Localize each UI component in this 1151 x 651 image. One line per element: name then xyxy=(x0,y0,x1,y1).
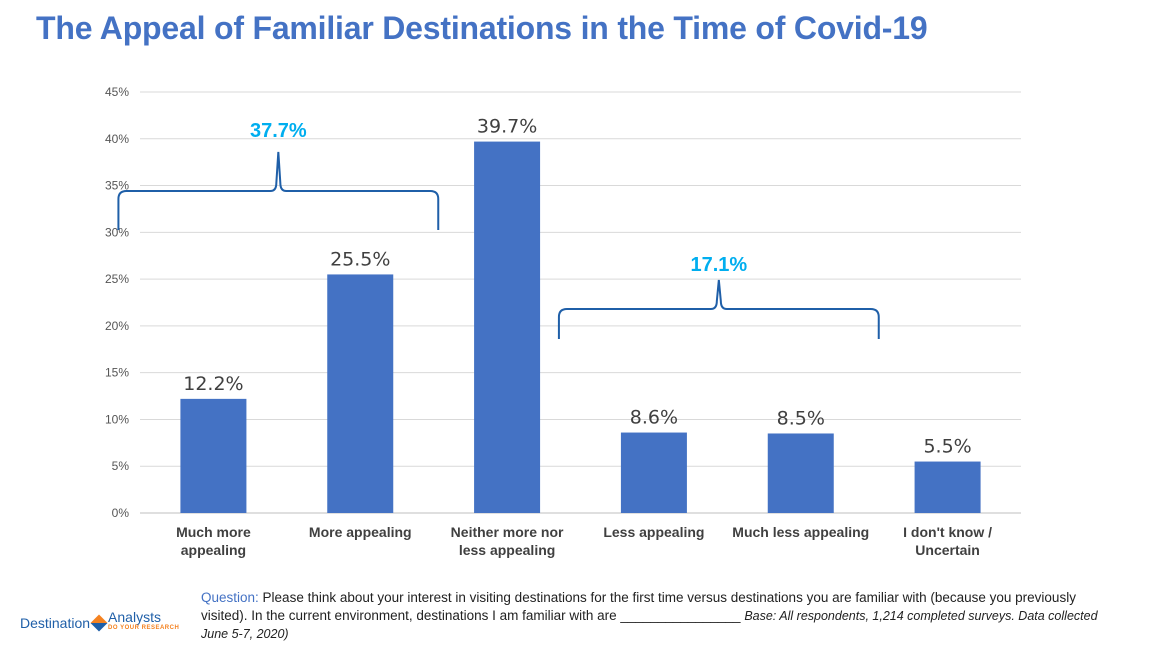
group-total-label: 17.1% xyxy=(690,254,747,276)
group-total-label: 37.7% xyxy=(250,120,307,142)
category-label: appealing xyxy=(181,542,246,558)
data-label: 25.5% xyxy=(330,248,390,270)
question-label: Question: xyxy=(201,590,259,605)
logo-word-left: Destination xyxy=(20,615,91,631)
group-brace xyxy=(557,279,880,339)
question-text: Please think about your interest in visi… xyxy=(201,590,1076,623)
bar xyxy=(767,433,834,513)
destination-analysts-logo: Destination Analysts DO YOUR RESEARCH xyxy=(20,609,180,634)
logo-diamond-icon xyxy=(90,614,108,632)
y-tick-label: 30% xyxy=(105,225,129,239)
category-label: Much less appealing xyxy=(732,524,869,540)
bar xyxy=(914,461,981,513)
bar-chart: 0% 5% 10% 15% 20% 25% 30% 35% 40% 45% 12.2% Much mo… xyxy=(105,85,1021,558)
data-label: 8.5% xyxy=(777,407,825,429)
data-label: 5.5% xyxy=(923,436,971,458)
y-tick-label: 0% xyxy=(112,506,130,520)
footnote: Question: Please think about your intere… xyxy=(201,589,1121,643)
data-label: 12.2% xyxy=(183,373,243,395)
category-label: Much more xyxy=(176,524,251,540)
bar xyxy=(327,274,394,513)
group-brace xyxy=(117,151,440,230)
y-tick-label: 25% xyxy=(105,272,129,286)
category-label: Neither more nor xyxy=(451,524,564,540)
page-title: The Appeal of Familiar Destinations in t… xyxy=(36,10,928,46)
bar xyxy=(180,398,247,513)
y-tick-label: 5% xyxy=(112,459,130,473)
category-label: Uncertain xyxy=(915,542,980,558)
category-label: More appealing xyxy=(309,524,412,540)
logo-word-right: Analysts xyxy=(108,609,161,625)
category-label: Less appealing xyxy=(603,524,704,540)
logo-right: Analysts DO YOUR RESEARCH xyxy=(108,609,180,634)
logo-tagline: DO YOUR RESEARCH xyxy=(108,625,180,631)
base-note: Base: All respondents, 1,214 completed s… xyxy=(201,609,1098,641)
data-label: 8.6% xyxy=(630,407,678,429)
y-tick-label: 15% xyxy=(105,366,129,380)
bar xyxy=(474,141,541,513)
data-label: 39.7% xyxy=(477,116,537,138)
y-tick-label: 10% xyxy=(105,412,129,426)
y-tick-label: 40% xyxy=(105,132,129,146)
y-tick-label: 20% xyxy=(105,319,129,333)
category-label: less appealing xyxy=(459,542,555,558)
y-tick-label: 35% xyxy=(105,179,129,193)
y-tick-label: 45% xyxy=(105,85,129,99)
bar xyxy=(620,432,687,513)
category-label: I don't know / xyxy=(903,524,992,540)
